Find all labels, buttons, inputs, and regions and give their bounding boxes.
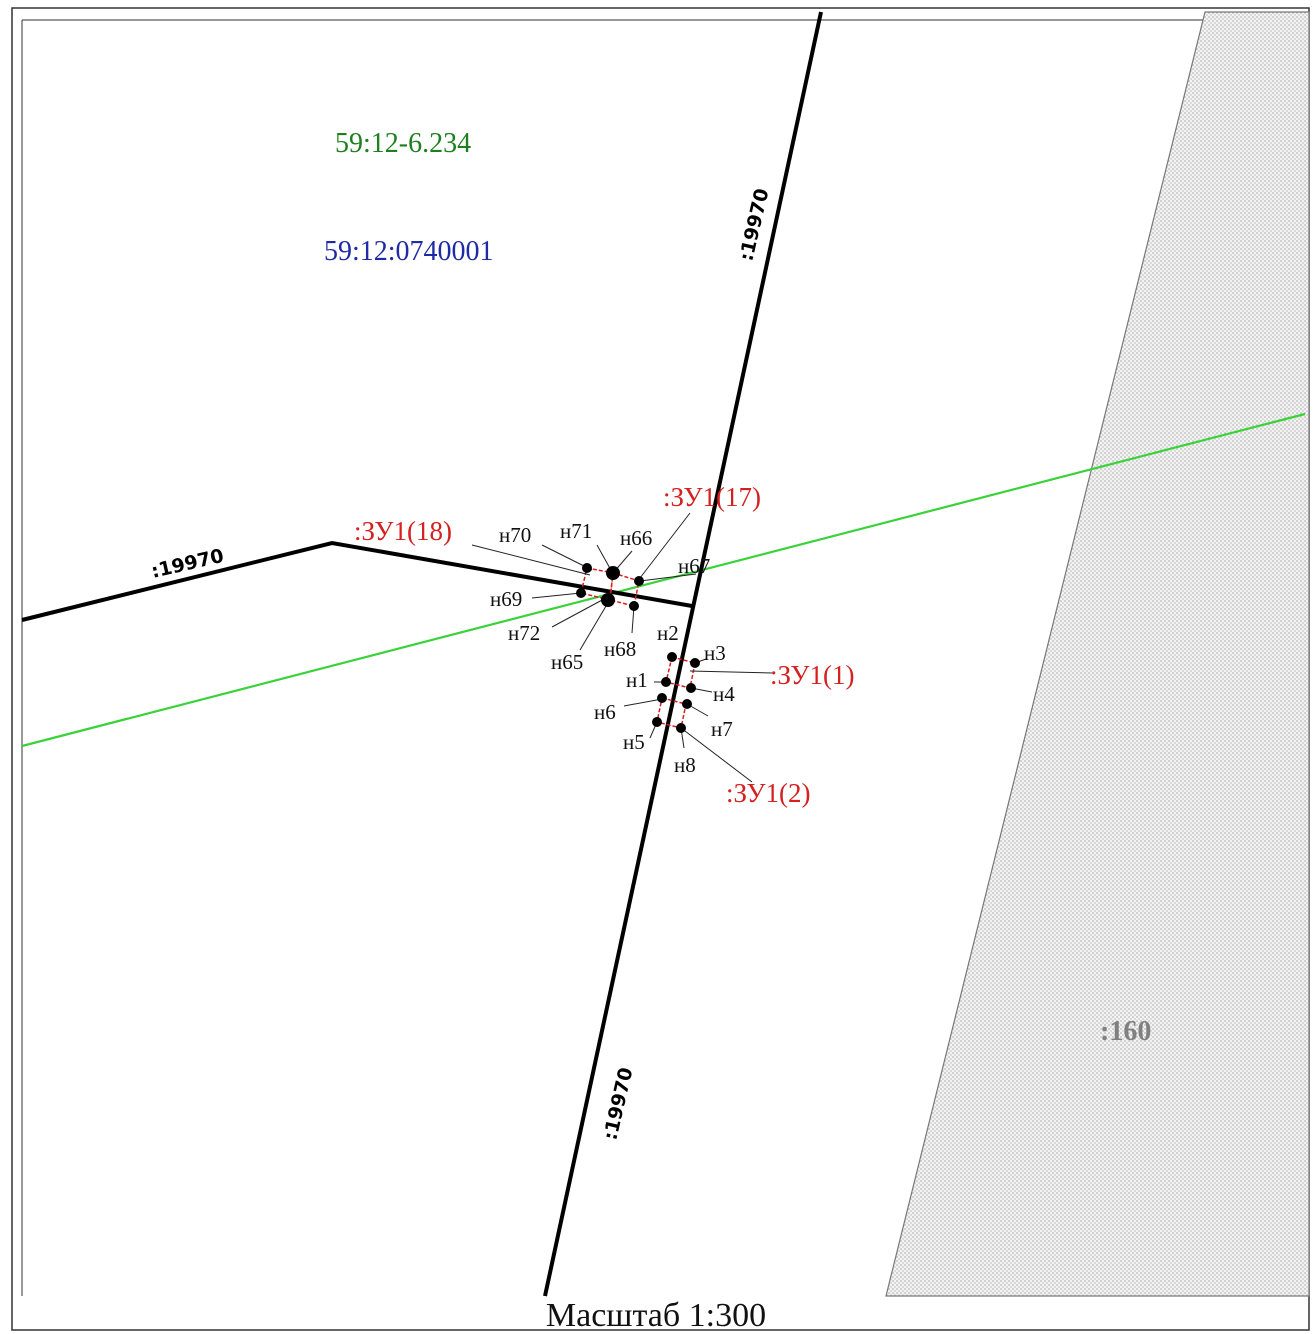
point-n65 — [601, 593, 615, 607]
point-n4 — [686, 683, 696, 693]
zu-18-outline — [580, 567, 614, 601]
point-n5 — [652, 717, 662, 727]
label-n7: н7 — [711, 717, 733, 741]
point-n6 — [657, 693, 667, 703]
label-n6: н6 — [594, 700, 616, 724]
hatched-parcel-label: :160 — [1100, 1016, 1151, 1047]
point-n68 — [629, 601, 639, 611]
quarter-label: 59:12:0740001 — [324, 236, 494, 267]
label-n66: н66 — [620, 526, 652, 550]
label-n3: н3 — [704, 641, 726, 665]
point-n71 — [606, 566, 620, 580]
label-n5: н5 — [623, 730, 645, 754]
label-n67: н67 — [678, 554, 710, 578]
survey-points — [576, 563, 700, 733]
zu-17-outline — [609, 572, 640, 607]
point-n8 — [676, 723, 686, 733]
road-19970-left — [21, 540, 693, 622]
point-n70 — [582, 563, 592, 573]
point-n67 — [634, 576, 644, 586]
label-n65: н65 — [551, 650, 583, 674]
label-n1: н1 — [626, 668, 648, 692]
label-n70: н70 — [499, 523, 531, 547]
point-n3 — [690, 658, 700, 668]
zone-label: 59:12-6.234 — [335, 128, 471, 159]
scale-label: Масштаб 1:300 — [546, 1297, 766, 1334]
point-n69 — [576, 588, 586, 598]
point-n1 — [661, 677, 671, 687]
label-n69: н69 — [490, 587, 522, 611]
point-n2 — [667, 652, 677, 662]
label-n8: н8 — [674, 753, 696, 777]
label-n68: н68 — [604, 637, 636, 661]
road-19970-main — [543, 11, 823, 1297]
zu-17-label: :ЗУ1(17) — [663, 482, 761, 512]
zu-18-label: :ЗУ1(18) — [354, 516, 452, 546]
label-n4: н4 — [713, 682, 735, 706]
zu-1-label: :ЗУ1(1) — [770, 660, 854, 690]
zu-2-label: :ЗУ1(2) — [726, 778, 810, 808]
green-boundary-line — [21, 412, 1306, 748]
hatched-parcel-160 — [885, 11, 1310, 1297]
label-n2: н2 — [657, 621, 679, 645]
label-n72: н72 — [508, 621, 540, 645]
label-n71: н71 — [560, 519, 592, 543]
point-n7 — [682, 699, 692, 709]
